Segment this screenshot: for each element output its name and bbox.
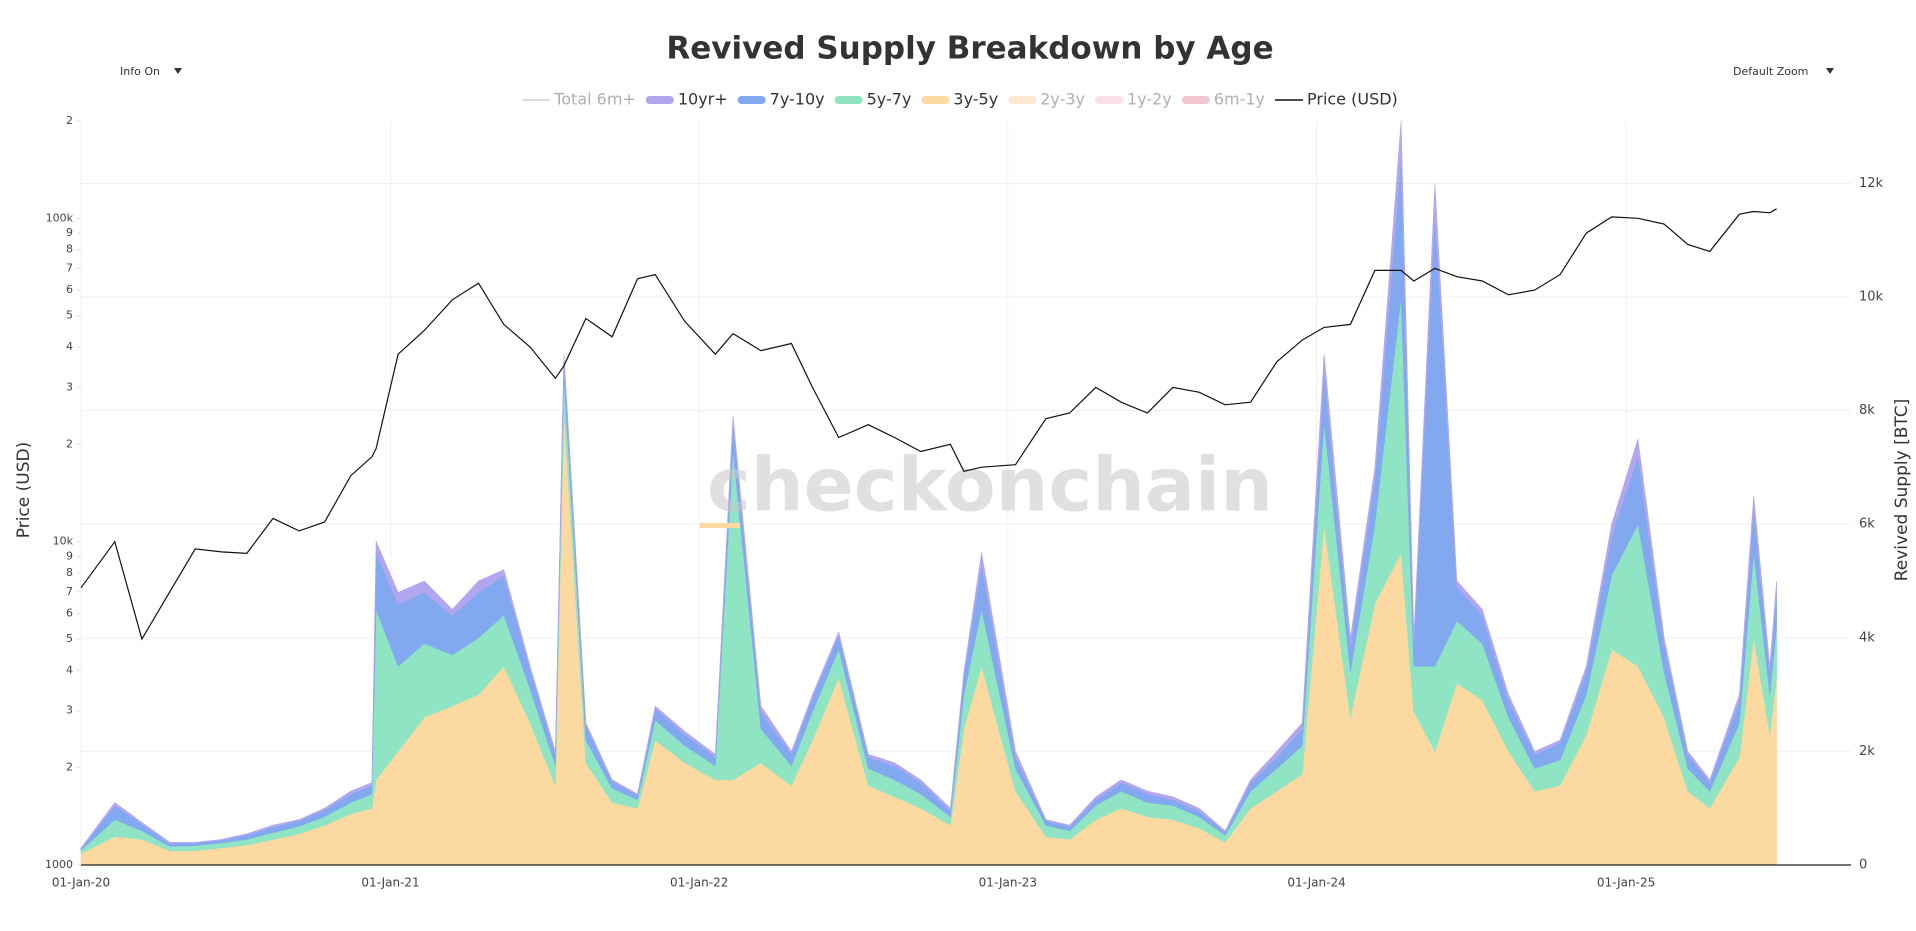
- button-box[interactable]: [110, 58, 190, 86]
- legend-swatch: [834, 96, 863, 104]
- y-tick-label: 7: [66, 261, 73, 274]
- y-tick-label: 5: [66, 309, 73, 322]
- y2-tick-label: 12k: [1859, 176, 1884, 191]
- legend: Total 6m+ 10yr+ 7y-10y 5y-7y 3y-5y 2y-3y 1y-2y…: [522, 90, 1398, 109]
- legend-label: Price (USD): [1307, 90, 1398, 109]
- y-tick-label: 9: [66, 226, 73, 239]
- y-tick-label: 9: [66, 549, 73, 562]
- logo-bar: [700, 523, 740, 528]
- y2-tick-label: 0: [1859, 858, 1867, 873]
- y-tick-label: 1000: [45, 858, 73, 871]
- x-tick-label: 01-Jan-25: [1597, 876, 1655, 890]
- button-label[interactable]: Info On: [120, 65, 160, 78]
- legend-swatch: [921, 96, 950, 104]
- y-tick-label: 5: [66, 632, 73, 645]
- x-tick-label: 01-Jan-20: [52, 876, 110, 890]
- y-tick-label: 10k: [53, 535, 74, 548]
- y2-tick-label: 8k: [1859, 403, 1875, 418]
- button-box[interactable]: [1722, 58, 1842, 86]
- y-axis-title: Price (USD): [14, 442, 34, 538]
- y-tick-label: 3: [66, 380, 73, 393]
- chart-title: Revived Supply Breakdown by Age: [666, 31, 1273, 67]
- y2-tick-label: 6k: [1859, 517, 1875, 532]
- button-label[interactable]: Default Zoom: [1733, 65, 1808, 78]
- y2-axis-title: Revived Supply [BTC]: [1892, 399, 1912, 582]
- x-tick-label: 01-Jan-21: [361, 876, 419, 890]
- legend-swatch: [645, 96, 674, 104]
- legend-label: 6m-1y: [1214, 90, 1265, 109]
- y-tick-label: 4: [66, 340, 73, 353]
- stacked-area: [80, 297, 1777, 855]
- legend-label: 3y-5y: [953, 90, 998, 109]
- stacked-area: [80, 120, 1777, 850]
- x-tick-label: 01-Jan-23: [979, 876, 1037, 890]
- legend-swatch: [1181, 96, 1210, 104]
- y2-tick-label: 4k: [1859, 630, 1875, 645]
- y-tick-label: 2: [66, 437, 73, 450]
- watermark: checkonchain: [707, 443, 1273, 529]
- y-tick-label: 3: [66, 704, 73, 717]
- legend-label: 1y-2y: [1127, 90, 1172, 109]
- y-tick-label: 2: [66, 114, 73, 127]
- y2-tick-label: 10k: [1859, 290, 1884, 305]
- legend-label: 7y-10y: [770, 90, 825, 109]
- y-tick-label: 4: [66, 663, 73, 676]
- dropdown-arrow[interactable]: [1826, 68, 1834, 74]
- legend-swatch: [1095, 96, 1124, 104]
- y-tick-label: 6: [66, 283, 73, 296]
- x-tick-label: 01-Jan-22: [670, 876, 728, 890]
- y-tick-label: 100k: [46, 211, 74, 224]
- y-tick-label: 8: [66, 566, 73, 579]
- y-tick-label: 2: [66, 761, 73, 774]
- legend-swatch: [737, 96, 766, 104]
- lines: [80, 208, 1777, 641]
- y-tick-label: 8: [66, 243, 73, 256]
- price-line: [80, 208, 1777, 641]
- legend-label: 10yr+: [678, 90, 728, 109]
- info-button[interactable]: Info On: [110, 58, 190, 86]
- legend-label: Total 6m+: [553, 90, 636, 109]
- axes: 01-Jan-20 01-Jan-21 01-Jan-22 01-Jan-23 01-J…: [45, 114, 1884, 890]
- y-tick-label: 7: [66, 585, 73, 598]
- dropdown-arrow[interactable]: [174, 68, 182, 74]
- zoom-button[interactable]: Default Zoom: [1722, 58, 1842, 86]
- legend-swatch: [1008, 96, 1037, 104]
- y2-tick-label: 2k: [1859, 744, 1875, 759]
- y-tick-label: 6: [66, 606, 73, 619]
- legend-label: 2y-3y: [1040, 90, 1085, 109]
- legend-label: 5y-7y: [867, 90, 912, 109]
- areas: [80, 120, 1777, 866]
- x-tick-label: 01-Jan-24: [1287, 876, 1345, 890]
